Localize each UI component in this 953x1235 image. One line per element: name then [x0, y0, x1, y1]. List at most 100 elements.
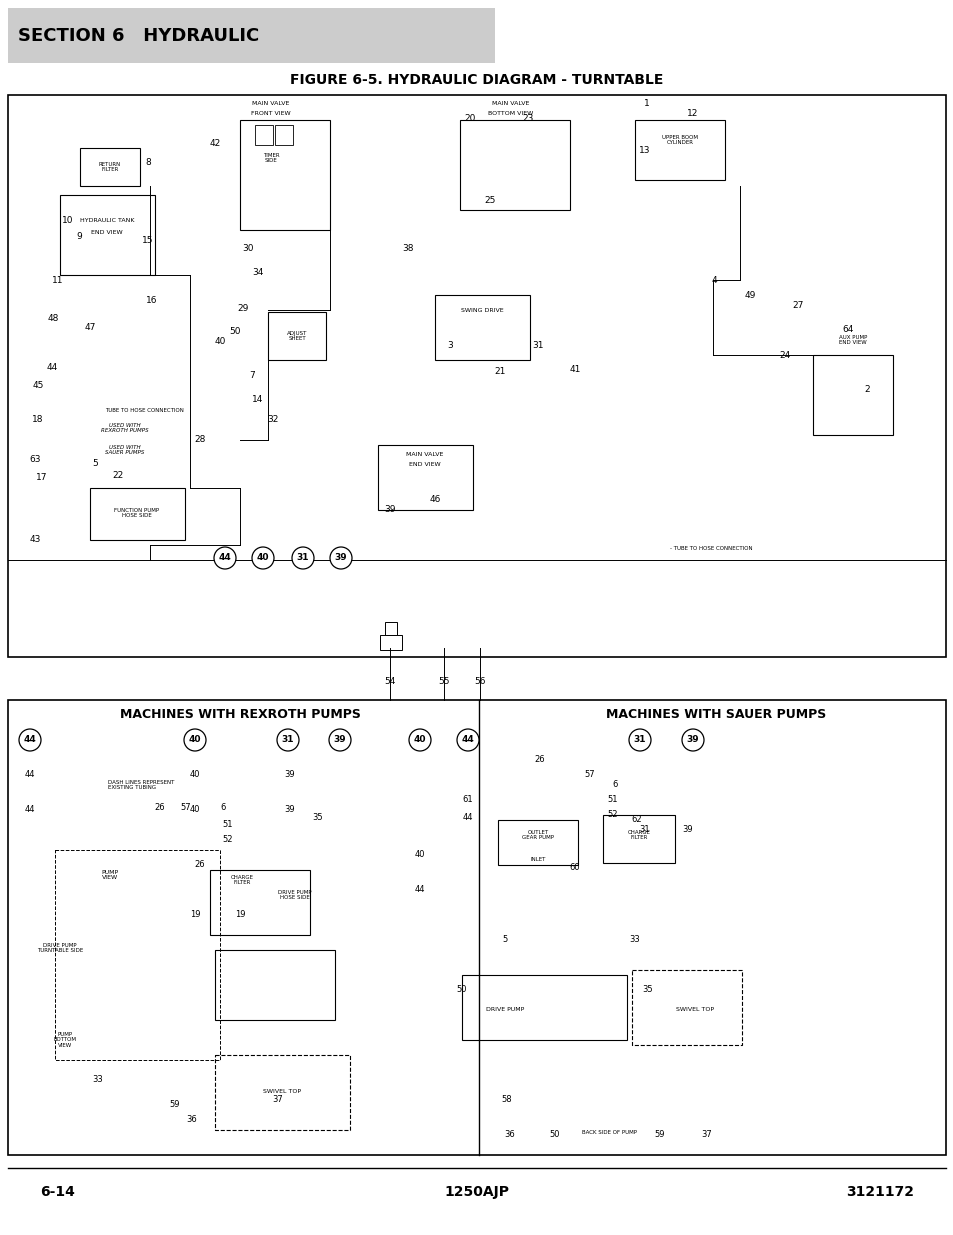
Text: 11: 11 — [52, 275, 64, 284]
Text: RETURN
FILTER: RETURN FILTER — [99, 162, 121, 173]
Text: 35: 35 — [313, 814, 323, 823]
Text: 43: 43 — [30, 536, 41, 545]
Text: 45: 45 — [32, 380, 44, 389]
Bar — [274, 125, 293, 144]
Text: HYDRAULIC TANK: HYDRAULIC TANK — [80, 217, 134, 222]
Text: 3: 3 — [447, 341, 453, 350]
Text: 60: 60 — [569, 863, 579, 872]
Text: SWIVEL TOP: SWIVEL TOP — [676, 1008, 713, 1013]
Bar — [459, 120, 569, 210]
Bar — [379, 635, 401, 650]
Text: 40: 40 — [189, 736, 201, 745]
Text: 39: 39 — [284, 771, 295, 779]
Bar — [210, 869, 310, 935]
Text: OUTLET
GEAR PUMP: OUTLET GEAR PUMP — [521, 830, 554, 840]
Text: 33: 33 — [629, 935, 639, 945]
Bar — [90, 488, 185, 540]
Text: 13: 13 — [639, 146, 650, 154]
Bar — [497, 820, 578, 864]
Text: 57: 57 — [584, 771, 595, 779]
Circle shape — [19, 729, 41, 751]
Text: PUMP
VIEW: PUMP VIEW — [101, 869, 118, 881]
Text: MACHINES WITH REXROTH PUMPS: MACHINES WITH REXROTH PUMPS — [119, 709, 360, 721]
Text: 31: 31 — [296, 553, 309, 562]
Text: 40: 40 — [256, 553, 269, 562]
Text: 26: 26 — [154, 804, 165, 813]
Text: 30: 30 — [242, 243, 253, 252]
Text: SECTION 6   HYDRAULIC: SECTION 6 HYDRAULIC — [18, 27, 259, 44]
Bar — [435, 295, 530, 359]
Text: 9: 9 — [76, 231, 82, 241]
Bar — [60, 195, 154, 275]
Text: 56: 56 — [474, 678, 485, 687]
Text: 20: 20 — [464, 114, 476, 122]
Text: 44: 44 — [218, 553, 232, 562]
Text: 40: 40 — [414, 736, 426, 745]
Text: 6: 6 — [220, 804, 226, 813]
Text: UPPER BOOM
CYLINDER: UPPER BOOM CYLINDER — [661, 135, 698, 146]
Text: TIMER
SIDE: TIMER SIDE — [262, 153, 279, 163]
Text: MAIN VALVE: MAIN VALVE — [252, 100, 290, 105]
Text: 6-14: 6-14 — [40, 1186, 74, 1199]
Text: DASH LINES REPRESENT
EXISTING TUBING: DASH LINES REPRESENT EXISTING TUBING — [108, 779, 174, 790]
Text: 44: 44 — [25, 805, 35, 815]
Bar — [55, 850, 220, 1060]
Text: 55: 55 — [437, 678, 449, 687]
Text: 31: 31 — [281, 736, 294, 745]
Text: - TUBE TO HOSE CONNECTION: - TUBE TO HOSE CONNECTION — [669, 546, 752, 551]
Text: 37: 37 — [273, 1095, 283, 1104]
Text: PUMP
BOTTOM
VIEW: PUMP BOTTOM VIEW — [53, 1031, 76, 1049]
Text: 18: 18 — [32, 415, 44, 425]
Text: 49: 49 — [743, 290, 755, 300]
Bar — [8, 700, 945, 1155]
Bar — [602, 815, 675, 863]
Bar — [812, 354, 892, 435]
Text: 7: 7 — [249, 370, 254, 379]
Text: FRONT VIEW: FRONT VIEW — [251, 110, 291, 116]
Text: 39: 39 — [682, 825, 693, 835]
Text: 44: 44 — [24, 736, 36, 745]
Text: 38: 38 — [402, 243, 414, 252]
Text: 1250AJP: 1250AJP — [444, 1186, 509, 1199]
Text: TUBE TO HOSE CONNECTION: TUBE TO HOSE CONNECTION — [105, 408, 184, 412]
Text: 17: 17 — [36, 473, 48, 483]
Text: 8: 8 — [145, 158, 151, 167]
Text: USED WITH
SAUER PUMPS: USED WITH SAUER PUMPS — [105, 445, 145, 456]
Text: 40: 40 — [190, 771, 200, 779]
Text: 39: 39 — [335, 553, 347, 562]
Text: INLET: INLET — [530, 857, 545, 862]
Text: 34: 34 — [252, 268, 263, 277]
Bar — [240, 120, 330, 230]
Circle shape — [184, 729, 206, 751]
Circle shape — [252, 547, 274, 569]
Text: END VIEW: END VIEW — [91, 230, 123, 235]
Text: 42: 42 — [209, 138, 220, 147]
Text: 40: 40 — [190, 805, 200, 815]
Text: 44: 44 — [461, 736, 474, 745]
Text: 25: 25 — [484, 195, 496, 205]
Text: 23: 23 — [521, 114, 533, 122]
Text: 61: 61 — [462, 795, 473, 804]
Text: 39: 39 — [284, 805, 295, 815]
Text: 39: 39 — [686, 736, 699, 745]
Text: BOTTOM VIEW: BOTTOM VIEW — [488, 110, 533, 116]
Text: 35: 35 — [642, 986, 653, 994]
Text: 27: 27 — [792, 300, 802, 310]
Text: ADJUST
SHEET: ADJUST SHEET — [287, 331, 307, 341]
Text: 44: 44 — [462, 814, 473, 823]
Text: 50: 50 — [549, 1130, 559, 1140]
Text: 31: 31 — [639, 825, 650, 835]
Bar — [631, 969, 741, 1045]
Bar — [8, 7, 495, 63]
Text: 26: 26 — [534, 756, 545, 764]
Text: 52: 52 — [222, 836, 233, 845]
Text: 59: 59 — [170, 1100, 180, 1109]
Text: 1: 1 — [643, 99, 649, 107]
Text: DRIVE PUMP
HOSE SIDE: DRIVE PUMP HOSE SIDE — [278, 889, 312, 900]
Text: 44: 44 — [415, 885, 425, 894]
Text: MACHINES WITH SAUER PUMPS: MACHINES WITH SAUER PUMPS — [605, 709, 825, 721]
Circle shape — [409, 729, 431, 751]
Text: 48: 48 — [48, 314, 59, 322]
Circle shape — [329, 729, 351, 751]
Text: 2: 2 — [863, 385, 869, 394]
